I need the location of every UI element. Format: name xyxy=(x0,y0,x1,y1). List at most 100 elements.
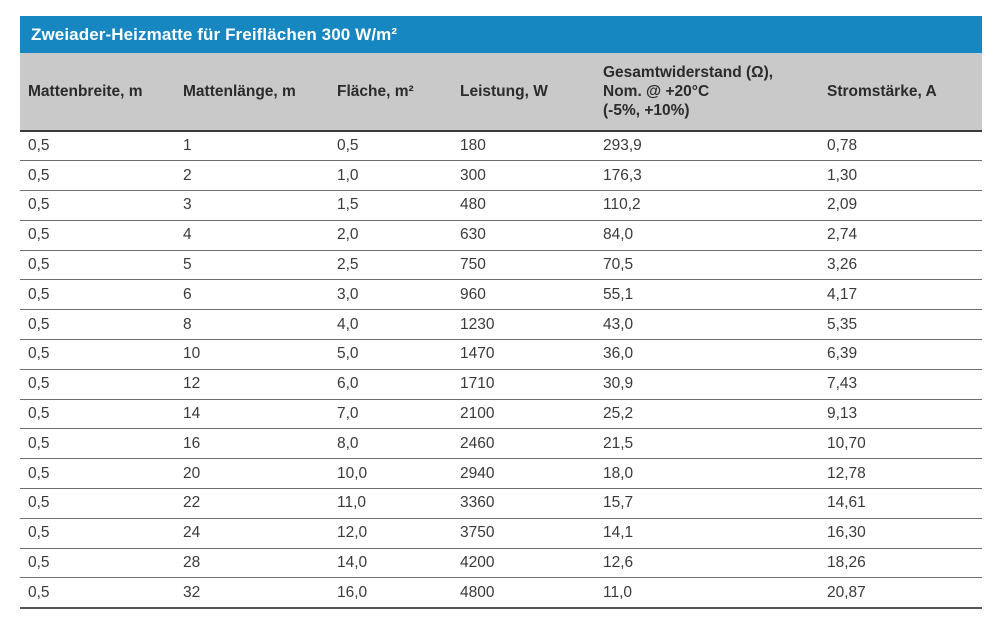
table-row: 0,5 1 0,5 180 293,9 0,78 xyxy=(20,131,982,162)
table-cell: 6 xyxy=(175,279,329,311)
table-cell: 21,5 xyxy=(595,428,819,460)
table-cell: 20 xyxy=(175,458,329,490)
table-cell: 55,1 xyxy=(595,279,819,311)
table-cell: 14,0 xyxy=(329,548,452,579)
table-cell: 9,13 xyxy=(819,399,982,430)
table-cell: 3750 xyxy=(452,518,595,549)
table-cell: 12,0 xyxy=(329,518,452,549)
table-row: 0,5 32 16,0 4800 11,0 20,87 xyxy=(20,577,982,609)
table-cell: 0,5 xyxy=(20,577,175,609)
table-cell: 25,2 xyxy=(595,399,819,430)
table-cell: 750 xyxy=(452,250,595,281)
table-cell: 4800 xyxy=(452,577,595,609)
table-cell: 0,5 xyxy=(20,458,175,490)
table-row: 0,5 2 1,0 300 176,3 1,30 xyxy=(20,160,982,192)
table-cell: 0,5 xyxy=(20,369,175,400)
table-cell: 12 xyxy=(175,369,329,400)
table-row: 0,5 3 1,5 480 110,2 2,09 xyxy=(20,190,982,221)
table-cell: 6,0 xyxy=(329,369,452,400)
table-cell: 3 xyxy=(175,190,329,221)
table-cell: 2460 xyxy=(452,428,595,460)
table-cell: 8 xyxy=(175,309,329,341)
table-cell: 30,9 xyxy=(595,369,819,400)
heizmatte-spec-table: Mattenbreite, m Mattenlänge, m Fläche, m… xyxy=(20,53,982,609)
table-cell: 7,0 xyxy=(329,399,452,430)
table-cell: 1470 xyxy=(452,339,595,370)
table-cell: 0,5 xyxy=(20,309,175,341)
column-header-flaeche: Fläche, m² xyxy=(329,53,452,132)
table-cell: 480 xyxy=(452,190,595,221)
table-cell: 28 xyxy=(175,548,329,579)
table-cell: 5 xyxy=(175,250,329,281)
table-row: 0,5 5 2,5 750 70,5 3,26 xyxy=(20,250,982,281)
table-cell: 84,0 xyxy=(595,220,819,251)
heizmatte-table-container: Zweiader-Heizmatte für Freiflächen 300 W… xyxy=(20,16,982,609)
table-cell: 16 xyxy=(175,428,329,460)
table-cell: 110,2 xyxy=(595,190,819,221)
table-cell: 10,0 xyxy=(329,458,452,490)
table-cell: 2,0 xyxy=(329,220,452,251)
table-header-row: Mattenbreite, m Mattenlänge, m Fläche, m… xyxy=(20,53,982,132)
table-row: 0,5 28 14,0 4200 12,6 18,26 xyxy=(20,548,982,579)
table-cell: 6,39 xyxy=(819,339,982,370)
table-cell: 12,78 xyxy=(819,458,982,490)
table-cell: 2,74 xyxy=(819,220,982,251)
table-row: 0,5 20 10,0 2940 18,0 12,78 xyxy=(20,458,982,490)
table-cell: 12,6 xyxy=(595,548,819,579)
table-cell: 4 xyxy=(175,220,329,251)
table-cell: 16,0 xyxy=(329,577,452,609)
table-cell: 1 xyxy=(175,131,329,162)
table-cell: 630 xyxy=(452,220,595,251)
table-row: 0,5 12 6,0 1710 30,9 7,43 xyxy=(20,369,982,400)
table-cell: 24 xyxy=(175,518,329,549)
table-cell: 20,87 xyxy=(819,577,982,609)
table-cell: 14,61 xyxy=(819,488,982,519)
page: Zweiader-Heizmatte für Freiflächen 300 W… xyxy=(20,16,982,609)
table-body: 0,5 1 0,5 180 293,9 0,78 0,5 2 1,0 300 176,3 1,30 0,… xyxy=(20,131,982,609)
table-cell: 0,5 xyxy=(20,339,175,370)
table-cell: 10,70 xyxy=(819,428,982,460)
table-cell: 0,5 xyxy=(20,190,175,221)
table-cell: 11,0 xyxy=(595,577,819,609)
table-cell: 2 xyxy=(175,160,329,192)
table-cell: 0,5 xyxy=(20,488,175,519)
table-row: 0,5 10 5,0 1470 36,0 6,39 xyxy=(20,339,982,370)
table-cell: 15,7 xyxy=(595,488,819,519)
table-cell: 0,5 xyxy=(20,279,175,311)
table-cell: 0,5 xyxy=(20,220,175,251)
table-row: 0,5 6 3,0 960 55,1 4,17 xyxy=(20,279,982,311)
table-cell: 176,3 xyxy=(595,160,819,192)
table-cell: 18,26 xyxy=(819,548,982,579)
table-cell: 0,5 xyxy=(20,250,175,281)
table-cell: 1710 xyxy=(452,369,595,400)
table-cell: 8,0 xyxy=(329,428,452,460)
table-header: Mattenbreite, m Mattenlänge, m Fläche, m… xyxy=(20,53,982,132)
table-cell: 293,9 xyxy=(595,131,819,162)
table-cell: 18,0 xyxy=(595,458,819,490)
table-row: 0,5 16 8,0 2460 21,5 10,70 xyxy=(20,428,982,460)
table-cell: 0,78 xyxy=(819,131,982,162)
table-cell: 70,5 xyxy=(595,250,819,281)
table-row: 0,5 4 2,0 630 84,0 2,74 xyxy=(20,220,982,251)
table-cell: 5,0 xyxy=(329,339,452,370)
table-cell: 0,5 xyxy=(20,428,175,460)
table-cell: 43,0 xyxy=(595,309,819,341)
table-cell: 960 xyxy=(452,279,595,311)
table-cell: 0,5 xyxy=(20,399,175,430)
table-cell: 16,30 xyxy=(819,518,982,549)
table-cell: 0,5 xyxy=(20,518,175,549)
table-cell: 4200 xyxy=(452,548,595,579)
column-header-gesamtwiderstand: Gesamtwiderstand (Ω), Nom. @ +20°C (-5%,… xyxy=(595,53,819,132)
table-cell: 11,0 xyxy=(329,488,452,519)
table-cell: 1,30 xyxy=(819,160,982,192)
table-cell: 10 xyxy=(175,339,329,370)
table-cell: 300 xyxy=(452,160,595,192)
table-cell: 1230 xyxy=(452,309,595,341)
table-cell: 5,35 xyxy=(819,309,982,341)
table-cell: 7,43 xyxy=(819,369,982,400)
table-title-bar: Zweiader-Heizmatte für Freiflächen 300 W… xyxy=(20,16,982,53)
table-cell: 1,0 xyxy=(329,160,452,192)
table-cell: 3360 xyxy=(452,488,595,519)
table-row: 0,5 14 7,0 2100 25,2 9,13 xyxy=(20,399,982,430)
column-header-mattenlaenge: Mattenlänge, m xyxy=(175,53,329,132)
